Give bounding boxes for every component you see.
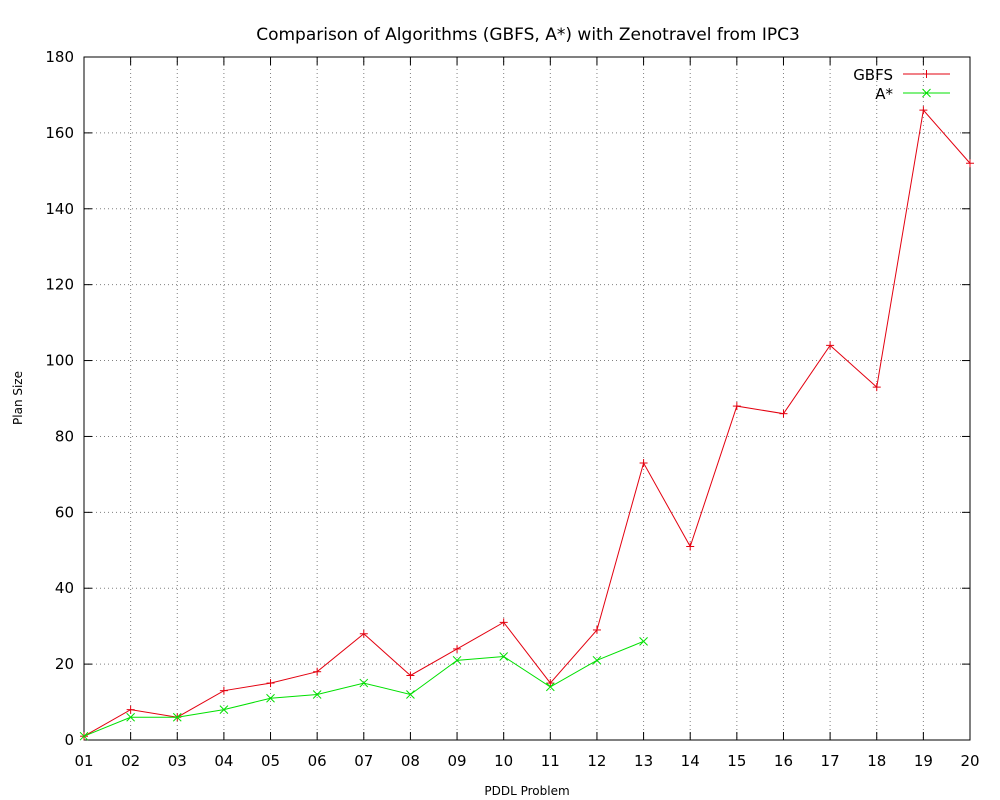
x-tick-label: 19: [914, 752, 933, 770]
x-tick-label: 17: [821, 752, 840, 770]
x-tick-label: 16: [774, 752, 793, 770]
data-point-gbfs: [266, 679, 275, 688]
x-axis-title: PDDL Problem: [484, 784, 569, 798]
legend-label-gbfs: GBFS: [853, 66, 893, 84]
y-tick-label: 140: [45, 200, 74, 218]
data-point-a: [499, 652, 509, 661]
y-tick-label: 160: [45, 124, 74, 142]
series-layer: [79, 106, 974, 741]
data-point-gbfs: [686, 542, 695, 551]
data-point-gbfs: [779, 409, 788, 418]
y-tick-label: 80: [55, 427, 74, 445]
data-point-gbfs: [313, 667, 322, 676]
x-tick-label: 14: [681, 752, 700, 770]
x-axis-labels: 01 02 03 04 05 06 07 08 09 10 11 12 13 14 15 16 17 18 19 20: [74, 752, 979, 770]
x-tick-label: 06: [308, 752, 327, 770]
x-tick-label: 10: [494, 752, 513, 770]
y-tick-label: 120: [45, 276, 74, 294]
y-tick-label: 60: [55, 503, 74, 521]
data-point-gbfs: [359, 629, 368, 638]
y-axis-labels: 0 20 40 60 80 100 120 140 160 180: [45, 48, 74, 749]
legend-marker-a: [922, 88, 931, 98]
data-point-a: [126, 712, 135, 722]
y-tick-label: 180: [45, 48, 74, 66]
x-tick-label: 07: [354, 752, 373, 770]
x-tick-label: 05: [261, 752, 280, 770]
data-point-gbfs: [872, 383, 881, 392]
data-point-a: [359, 678, 369, 688]
x-tick-label: 18: [867, 752, 886, 770]
data-point-a: [592, 655, 602, 665]
x-tick-label: 20: [960, 752, 979, 770]
chart-title: Comparison of Algorithms (GBFS, A*) with…: [256, 25, 800, 45]
y-tick-label: 0: [64, 731, 74, 749]
grid-lines: [84, 57, 970, 740]
data-point-a: [406, 690, 415, 699]
legend-label-a: A*: [875, 85, 893, 103]
series-line-gbfs: [83, 109, 971, 737]
data-point-gbfs: [639, 459, 648, 468]
data-point-gbfs: [499, 618, 508, 627]
data-point-gbfs: [126, 705, 135, 714]
data-point-a: [219, 705, 229, 714]
data-point-gbfs: [966, 159, 974, 168]
x-tick-label: 03: [168, 752, 187, 770]
x-tick-label: 12: [587, 752, 606, 770]
x-tick-label: 04: [214, 752, 233, 770]
data-point-a: [545, 682, 555, 692]
data-point-a: [452, 655, 462, 665]
data-point-gbfs: [732, 402, 741, 411]
data-point-a: [79, 731, 89, 741]
y-tick-label: 40: [55, 579, 74, 597]
data-point-gbfs: [826, 341, 835, 350]
data-point-gbfs: [406, 671, 415, 680]
x-tick-label: 01: [74, 752, 93, 770]
data-point-gbfs: [919, 106, 928, 115]
axis-ticks: [83, 56, 971, 741]
y-axis-title: Plan Size: [11, 371, 25, 425]
data-point-gbfs: [219, 686, 228, 695]
y-tick-label: 20: [55, 655, 74, 673]
data-point-gbfs: [453, 644, 462, 653]
data-point-gbfs: [592, 625, 601, 634]
x-tick-label: 15: [727, 752, 746, 770]
plot-frame: [83, 56, 971, 741]
data-point-a: [266, 693, 275, 703]
x-tick-label: 08: [401, 752, 420, 770]
data-point-a: [312, 690, 322, 699]
x-tick-label: 02: [121, 752, 140, 770]
data-point-a: [639, 636, 648, 646]
x-tick-label: 13: [634, 752, 653, 770]
data-point-gbfs: [546, 679, 555, 688]
legend-marker-gbfs: [922, 70, 931, 78]
data-point-a: [172, 712, 182, 722]
y-tick-label: 100: [45, 352, 74, 370]
x-tick-label: 09: [448, 752, 467, 770]
x-tick-label: 11: [541, 752, 560, 770]
